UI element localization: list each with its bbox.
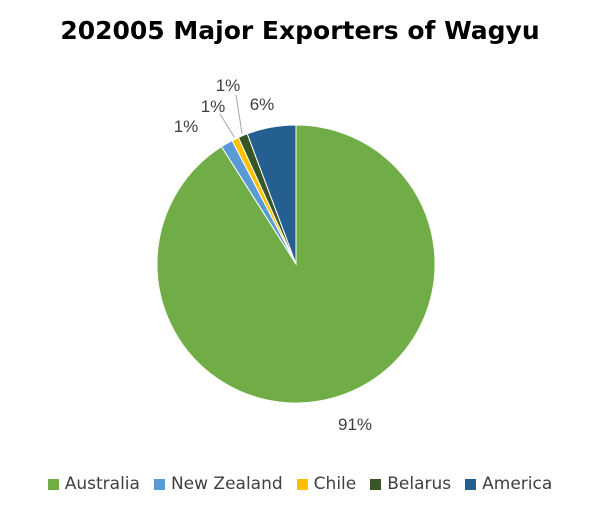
data-label-australia: 91% <box>338 415 372 434</box>
legend: Australia New Zealand Chile Belarus America <box>0 474 600 494</box>
chart-title: 202005 Major Exporters of Wagyu <box>60 16 540 45</box>
leader-line <box>219 113 235 138</box>
legend-label: Chile <box>313 474 357 494</box>
slice-america <box>246 124 297 265</box>
legend-swatch <box>47 478 59 490</box>
leader-line <box>235 94 243 134</box>
legend-item: Chile <box>296 474 357 494</box>
legend-label: New Zealand <box>170 474 283 494</box>
legend-swatch <box>153 478 165 490</box>
data-label-new-zealand: 1% <box>174 117 199 136</box>
legend-swatch <box>370 478 382 490</box>
slice-australia <box>156 124 436 404</box>
legend-item: New Zealand <box>153 474 283 494</box>
legend-item: America <box>465 474 552 494</box>
legend-item: Belarus <box>370 474 451 494</box>
legend-label: Australia <box>64 474 140 494</box>
data-label-belarus: 1% <box>216 76 241 95</box>
legend-swatch <box>465 478 477 490</box>
data-label-america: 6% <box>250 95 275 114</box>
legend-swatch <box>296 478 308 490</box>
legend-label: Belarus <box>387 474 452 494</box>
legend-item: Australia <box>47 474 140 494</box>
legend-label: America <box>482 474 553 494</box>
data-label-chile: 1% <box>201 97 226 116</box>
